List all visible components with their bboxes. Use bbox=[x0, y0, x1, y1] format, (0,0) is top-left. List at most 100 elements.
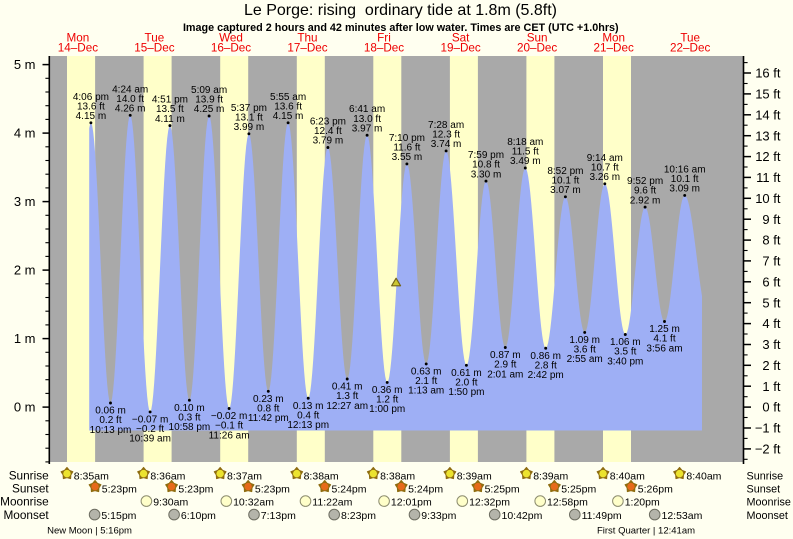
svg-text:8:39am: 8:39am bbox=[533, 471, 568, 483]
svg-text:3 m: 3 m bbox=[14, 194, 36, 209]
svg-text:4:51 pm: 4:51 pm bbox=[152, 95, 188, 106]
svg-text:0.3 ft: 0.3 ft bbox=[178, 413, 200, 424]
svg-text:13.5 ft: 13.5 ft bbox=[156, 104, 184, 115]
svg-text:1:13 am: 1:13 am bbox=[408, 386, 444, 397]
svg-text:10:39 am: 10:39 am bbox=[129, 434, 171, 445]
svg-text:Wed: Wed bbox=[219, 32, 243, 45]
svg-text:6 ft: 6 ft bbox=[762, 274, 780, 289]
svg-text:5:23pm: 5:23pm bbox=[102, 484, 137, 496]
svg-text:7:13pm: 7:13pm bbox=[261, 510, 296, 522]
svg-text:21–Dec: 21–Dec bbox=[594, 42, 634, 55]
svg-text:3.97 m: 3.97 m bbox=[352, 123, 383, 134]
svg-text:11 ft: 11 ft bbox=[756, 170, 781, 185]
svg-text:4:06 pm: 4:06 pm bbox=[73, 92, 109, 103]
svg-text:−2 ft: −2 ft bbox=[755, 442, 781, 457]
svg-text:16 ft: 16 ft bbox=[755, 66, 781, 81]
svg-text:Sunset: Sunset bbox=[747, 484, 781, 496]
svg-text:−0.07 m: −0.07 m bbox=[132, 415, 168, 426]
svg-text:1.06 m: 1.06 m bbox=[610, 337, 641, 348]
svg-text:12:32pm: 12:32pm bbox=[469, 497, 510, 509]
svg-text:8:38am: 8:38am bbox=[380, 471, 415, 483]
svg-text:1.2 ft: 1.2 ft bbox=[376, 395, 398, 406]
svg-text:3.09 m: 3.09 m bbox=[669, 184, 700, 195]
svg-text:5:25pm: 5:25pm bbox=[561, 484, 596, 496]
svg-text:Sat: Sat bbox=[452, 32, 470, 45]
svg-text:Tue: Tue bbox=[145, 32, 165, 45]
svg-text:12.3 ft: 12.3 ft bbox=[432, 130, 460, 141]
svg-text:3.79 m: 3.79 m bbox=[313, 136, 344, 147]
svg-text:Moonrise: Moonrise bbox=[0, 495, 49, 509]
svg-text:3.07 m: 3.07 m bbox=[550, 185, 581, 196]
svg-text:2.0 ft: 2.0 ft bbox=[455, 378, 477, 389]
svg-text:6:23 pm: 6:23 pm bbox=[310, 117, 346, 128]
svg-text:0.8 ft: 0.8 ft bbox=[257, 404, 279, 415]
svg-text:8:23pm: 8:23pm bbox=[341, 510, 376, 522]
svg-text:2 m: 2 m bbox=[14, 263, 36, 278]
svg-text:3.99 m: 3.99 m bbox=[234, 122, 265, 133]
svg-text:Mon: Mon bbox=[602, 32, 625, 45]
svg-text:Moonset: Moonset bbox=[3, 508, 49, 522]
svg-text:3.5 ft: 3.5 ft bbox=[614, 347, 636, 358]
svg-text:13.0 ft: 13.0 ft bbox=[353, 114, 381, 125]
svg-text:4.26 m: 4.26 m bbox=[115, 104, 146, 115]
svg-text:3.26 m: 3.26 m bbox=[590, 172, 621, 183]
svg-text:5:24pm: 5:24pm bbox=[408, 484, 443, 496]
svg-text:Le Porge: rising ordinary tid: Le Porge: rising ordinary tide at 1.8m (… bbox=[244, 2, 557, 19]
svg-text:8:38am: 8:38am bbox=[304, 471, 339, 483]
svg-text:11:22am: 11:22am bbox=[312, 497, 352, 509]
svg-text:3.55 m: 3.55 m bbox=[392, 152, 423, 163]
svg-text:2:42 pm: 2:42 pm bbox=[528, 370, 564, 381]
svg-text:2.1 ft: 2.1 ft bbox=[415, 376, 437, 387]
svg-text:2.8 ft: 2.8 ft bbox=[535, 360, 557, 371]
svg-text:9.6 ft: 9.6 ft bbox=[634, 186, 656, 197]
svg-text:0.41 m: 0.41 m bbox=[332, 382, 363, 393]
svg-text:Tue: Tue bbox=[680, 32, 700, 45]
svg-text:12.4 ft: 12.4 ft bbox=[314, 126, 342, 137]
svg-text:−1 ft: −1 ft bbox=[755, 421, 781, 436]
svg-text:13.1 ft: 13.1 ft bbox=[235, 112, 263, 123]
svg-text:10.8 ft: 10.8 ft bbox=[472, 160, 500, 171]
svg-text:3.49 m: 3.49 m bbox=[510, 156, 541, 167]
svg-text:10:13 pm: 10:13 pm bbox=[90, 425, 132, 436]
svg-text:2.92 m: 2.92 m bbox=[630, 195, 661, 206]
svg-text:−0.2 ft: −0.2 ft bbox=[136, 424, 164, 435]
svg-text:3.6 ft: 3.6 ft bbox=[574, 345, 596, 356]
svg-text:8:39am: 8:39am bbox=[457, 471, 492, 483]
svg-text:16–Dec: 16–Dec bbox=[211, 42, 251, 55]
svg-text:−0.02 m: −0.02 m bbox=[211, 411, 247, 422]
svg-text:4.25 m: 4.25 m bbox=[194, 104, 225, 115]
svg-text:4 ft: 4 ft bbox=[762, 316, 780, 331]
svg-text:12:58pm: 12:58pm bbox=[547, 497, 588, 509]
svg-text:5 m: 5 m bbox=[14, 57, 36, 72]
svg-text:1.3 ft: 1.3 ft bbox=[336, 391, 358, 402]
svg-text:0.63 m: 0.63 m bbox=[411, 367, 442, 378]
svg-text:Thu: Thu bbox=[297, 32, 317, 45]
svg-text:Sunrise: Sunrise bbox=[747, 471, 784, 483]
svg-text:1:20pm: 1:20pm bbox=[625, 497, 660, 509]
svg-text:1 m: 1 m bbox=[14, 331, 36, 346]
svg-text:9:30am: 9:30am bbox=[153, 497, 188, 509]
svg-text:4.11 m: 4.11 m bbox=[155, 114, 185, 125]
svg-text:9 ft: 9 ft bbox=[762, 212, 780, 227]
svg-text:−0.1 ft: −0.1 ft bbox=[215, 421, 243, 432]
svg-text:10 ft: 10 ft bbox=[755, 191, 781, 206]
svg-text:10.1 ft: 10.1 ft bbox=[671, 174, 699, 185]
svg-text:8:37am: 8:37am bbox=[227, 471, 262, 483]
svg-text:8 ft: 8 ft bbox=[762, 233, 780, 248]
svg-text:9:33pm: 9:33pm bbox=[421, 510, 456, 522]
svg-text:3.30 m: 3.30 m bbox=[471, 169, 502, 180]
svg-text:14–Dec: 14–Dec bbox=[58, 42, 98, 55]
svg-text:18–Dec: 18–Dec bbox=[364, 42, 404, 55]
svg-text:14 ft: 14 ft bbox=[755, 107, 781, 122]
svg-text:7 ft: 7 ft bbox=[762, 254, 780, 269]
svg-text:12:13 pm: 12:13 pm bbox=[287, 420, 329, 431]
svg-text:10:42pm: 10:42pm bbox=[502, 510, 543, 522]
svg-text:1 ft: 1 ft bbox=[762, 379, 780, 394]
svg-text:4.1 ft: 4.1 ft bbox=[653, 334, 675, 345]
svg-text:0.23 m: 0.23 m bbox=[253, 394, 284, 405]
svg-text:5:26pm: 5:26pm bbox=[638, 484, 673, 496]
svg-text:7:59 pm: 7:59 pm bbox=[468, 150, 504, 161]
svg-text:11.6 ft: 11.6 ft bbox=[393, 143, 420, 154]
svg-text:22–Dec: 22–Dec bbox=[670, 42, 710, 55]
svg-text:1:00 pm: 1:00 pm bbox=[369, 404, 405, 415]
